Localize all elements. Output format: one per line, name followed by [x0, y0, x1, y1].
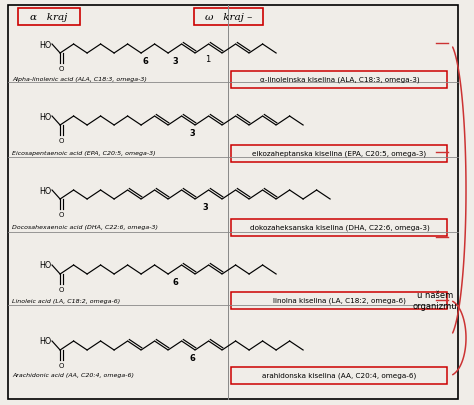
Text: HO: HO [40, 261, 52, 270]
Text: O: O [59, 137, 64, 143]
Text: O: O [59, 211, 64, 217]
FancyBboxPatch shape [194, 9, 264, 26]
Text: 3: 3 [189, 129, 195, 138]
Text: O: O [59, 362, 64, 368]
FancyBboxPatch shape [231, 219, 447, 236]
Text: HO: HO [40, 40, 52, 49]
Text: 6: 6 [189, 353, 195, 362]
Text: eikozaheptanska kiselina (EPA, C20:5, omega-3): eikozaheptanska kiselina (EPA, C20:5, om… [253, 150, 427, 157]
Text: 6: 6 [172, 277, 178, 286]
Text: 1: 1 [205, 55, 210, 64]
Text: linolna kiselina (LA, C18:2, omega-6): linolna kiselina (LA, C18:2, omega-6) [273, 297, 406, 303]
Text: 3: 3 [202, 202, 208, 211]
FancyBboxPatch shape [231, 367, 447, 384]
Text: 3: 3 [172, 57, 178, 66]
Text: dokozaheksanska kiselina (DHA, C22:6, omega-3): dokozaheksanska kiselina (DHA, C22:6, om… [250, 224, 429, 231]
Text: Eicosapentaenoic acid (EPA, C20:5, omega-3): Eicosapentaenoic acid (EPA, C20:5, omega… [12, 151, 155, 156]
FancyBboxPatch shape [231, 292, 447, 309]
Text: ω   kraj –: ω kraj – [205, 13, 253, 21]
Text: Docosahexaenoic acid (DHA, C22:6, omega-3): Docosahexaenoic acid (DHA, C22:6, omega-… [12, 225, 158, 230]
Text: α-linoleinska kiselina (ALA, C18:3, omega-3): α-linoleinska kiselina (ALA, C18:3, omeg… [260, 77, 419, 83]
Text: HO: HO [40, 112, 52, 121]
Text: O: O [59, 66, 64, 72]
Text: arahidonska kiselina (AA, C20:4, omega-6): arahidonska kiselina (AA, C20:4, omega-6… [263, 372, 417, 378]
Text: Linoleic acid (LA, C18:2, omega-6): Linoleic acid (LA, C18:2, omega-6) [12, 298, 120, 303]
Text: 6: 6 [142, 57, 148, 66]
Text: α   kraj: α kraj [30, 13, 68, 21]
Text: HO: HO [40, 337, 52, 345]
FancyBboxPatch shape [18, 9, 81, 26]
FancyBboxPatch shape [231, 145, 447, 162]
Text: Alpha-linolenic acid (ALA, C18:3, omega-3): Alpha-linolenic acid (ALA, C18:3, omega-… [12, 77, 147, 82]
FancyBboxPatch shape [231, 71, 447, 88]
Text: Arachidonic acid (AA, C20:4, omega-6): Arachidonic acid (AA, C20:4, omega-6) [12, 373, 134, 377]
Text: O: O [59, 286, 64, 292]
Text: HO: HO [40, 186, 52, 195]
Text: u našem
organizmu: u našem organizmu [413, 290, 457, 310]
